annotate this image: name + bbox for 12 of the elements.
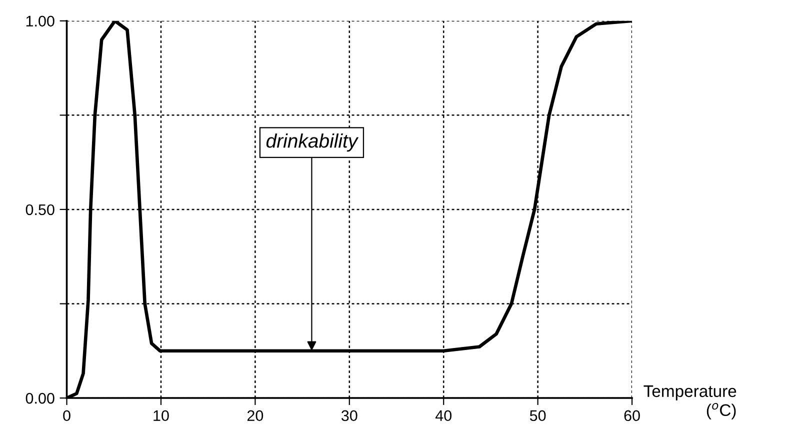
x-tick-label: 40 [435,410,452,422]
x-tick-label: 50 [530,410,546,422]
y-tick-label: 1.00 [26,16,54,27]
x-tick-label: 60 [624,410,640,422]
x-tick-label: 10 [154,410,169,422]
y-tick-label: 0.00 [26,392,54,404]
annotation: drinkability [266,133,359,152]
x-tick-label: 20 [247,410,264,422]
x-axis-title: Temperature ($^{o}$C) [644,385,736,420]
y-tick-label: 0.50 [26,204,54,216]
x-tick-label: 30 [341,410,358,422]
x-tick-label: 0 [63,410,70,422]
